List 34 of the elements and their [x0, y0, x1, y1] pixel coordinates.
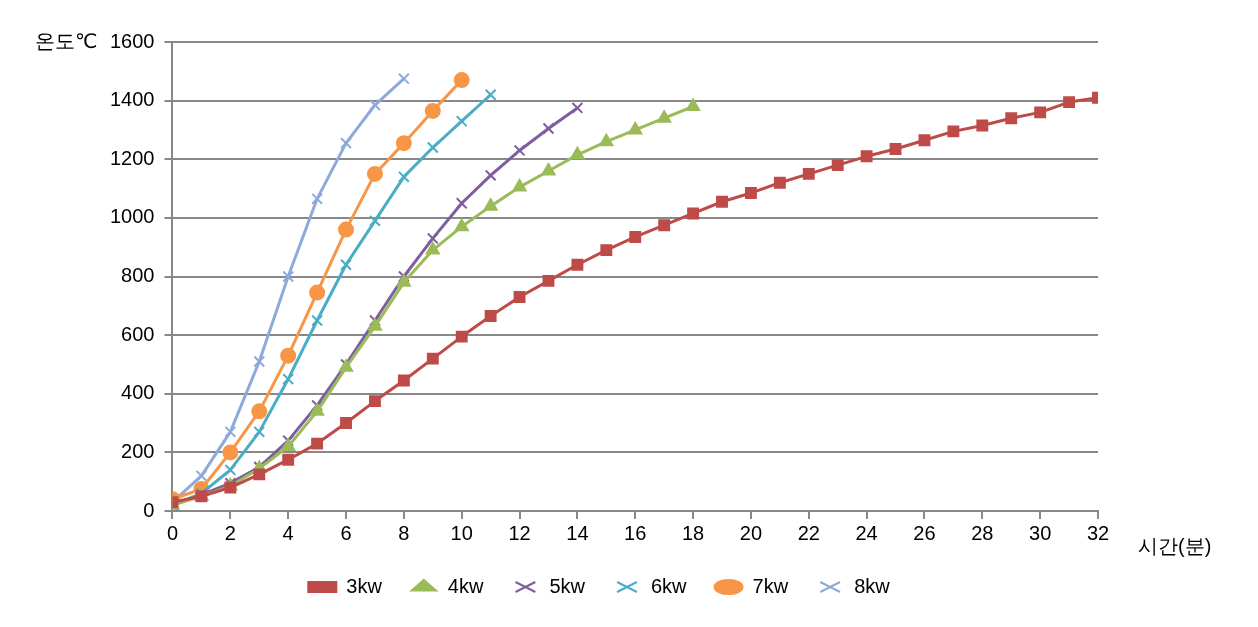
x-tick-label: 20: [739, 521, 763, 544]
x-tick-label: 2: [224, 521, 236, 544]
x-axis-title: 시간(분): [1138, 534, 1212, 557]
y-tick-label: 1200: [109, 146, 155, 169]
x-tick-label: 18: [681, 521, 705, 544]
x-tick-label: 0: [166, 521, 179, 544]
x-tick-label: 12: [508, 521, 531, 544]
x-tick-label: 16: [624, 521, 647, 544]
y-tick-label: 600: [121, 322, 155, 345]
y-tick-label: 800: [121, 264, 155, 287]
y-tick-label: 400: [121, 381, 155, 404]
legend-label: 5kw: [549, 574, 586, 597]
y-tick-label: 1400: [109, 88, 155, 111]
legend-label: 7kw: [752, 574, 789, 597]
x-tick-label: 26: [913, 521, 936, 544]
legend-label: 4kw: [447, 574, 484, 597]
x-tick-label: 6: [340, 521, 352, 544]
x-tick-label: 4: [282, 521, 294, 544]
x-tick-label: 22: [797, 521, 820, 544]
x-tick-label: 8: [398, 521, 410, 544]
y-tick-label: 200: [121, 439, 155, 462]
y-axis-title: 온도℃: [35, 29, 98, 52]
legend-label: 8kw: [854, 574, 891, 597]
y-tick-label: 0: [143, 498, 155, 521]
x-tick-label: 10: [450, 521, 473, 544]
y-tick-label: 1000: [109, 205, 155, 228]
x-tick-label: 14: [566, 521, 589, 544]
y-tick-label: 1600: [109, 29, 155, 52]
legend-label: 6kw: [651, 574, 688, 597]
x-tick-label: 30: [1029, 521, 1052, 544]
x-tick-label: 28: [971, 521, 994, 544]
x-tick-label: 24: [855, 521, 878, 544]
x-tick-label: 32: [1086, 521, 1110, 544]
legend-label: 3kw: [346, 574, 383, 597]
